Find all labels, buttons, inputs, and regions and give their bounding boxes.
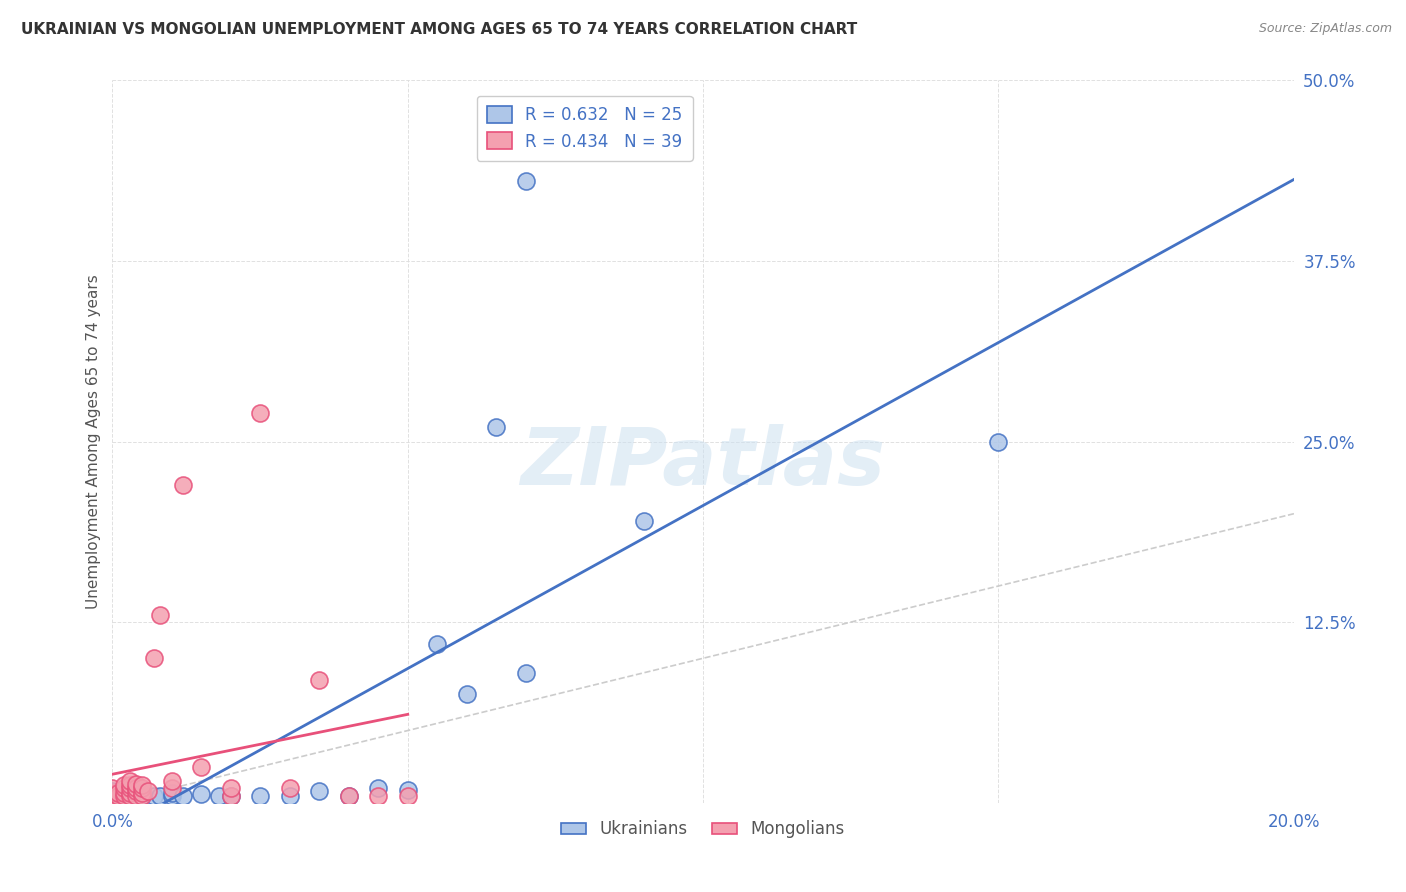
Point: [160, 774, 183, 789]
Point: [120, 774, 142, 789]
Point: [249, 406, 271, 420]
Point: [367, 781, 389, 796]
Point: [337, 789, 360, 803]
Point: [131, 781, 153, 796]
Point: [101, 789, 124, 803]
Point: [131, 789, 153, 803]
Point: [131, 789, 153, 803]
Point: [101, 791, 124, 805]
Point: [208, 789, 231, 803]
Text: Source: ZipAtlas.com: Source: ZipAtlas.com: [1258, 22, 1392, 36]
Point: [136, 784, 159, 798]
Point: [367, 789, 389, 803]
Point: [101, 789, 124, 803]
Point: [120, 789, 142, 803]
Point: [112, 786, 135, 800]
Point: [190, 787, 212, 801]
Point: [112, 779, 135, 793]
Point: [219, 789, 242, 803]
Point: [633, 514, 655, 528]
Point: [125, 784, 148, 798]
Point: [120, 786, 142, 800]
Point: [190, 760, 212, 774]
Point: [101, 786, 124, 800]
Point: [278, 781, 301, 796]
Text: UKRAINIAN VS MONGOLIAN UNEMPLOYMENT AMONG AGES 65 TO 74 YEARS CORRELATION CHART: UKRAINIAN VS MONGOLIAN UNEMPLOYMENT AMON…: [21, 22, 858, 37]
Y-axis label: Unemployment Among Ages 65 to 74 years: Unemployment Among Ages 65 to 74 years: [86, 274, 101, 609]
Point: [112, 781, 135, 796]
Point: [142, 651, 165, 665]
Point: [107, 789, 129, 803]
Point: [160, 786, 183, 800]
Point: [142, 789, 165, 803]
Point: [120, 781, 142, 796]
Point: [131, 779, 153, 793]
Point: [987, 434, 1010, 449]
Point: [160, 789, 183, 803]
Point: [219, 789, 242, 803]
Legend: Ukrainians, Mongolians: Ukrainians, Mongolians: [554, 814, 852, 845]
Point: [308, 784, 330, 798]
Point: [101, 784, 124, 798]
Point: [308, 673, 330, 687]
Point: [426, 637, 449, 651]
Point: [485, 420, 508, 434]
Point: [172, 789, 194, 803]
Point: [101, 781, 124, 796]
Point: [249, 789, 271, 803]
Point: [120, 789, 142, 803]
Point: [120, 779, 142, 793]
Point: [515, 174, 537, 188]
Point: [149, 789, 172, 803]
Point: [107, 786, 129, 800]
Point: [125, 781, 148, 796]
Point: [149, 607, 172, 622]
Point: [396, 789, 419, 803]
Point: [337, 789, 360, 803]
Point: [456, 687, 478, 701]
Point: [125, 777, 148, 791]
Text: ZIPatlas: ZIPatlas: [520, 425, 886, 502]
Point: [101, 789, 124, 803]
Point: [515, 665, 537, 680]
Point: [112, 789, 135, 803]
Point: [219, 781, 242, 796]
Point: [125, 789, 148, 803]
Point: [396, 782, 419, 797]
Point: [160, 781, 183, 796]
Point: [278, 789, 301, 803]
Point: [131, 786, 153, 800]
Point: [172, 478, 194, 492]
